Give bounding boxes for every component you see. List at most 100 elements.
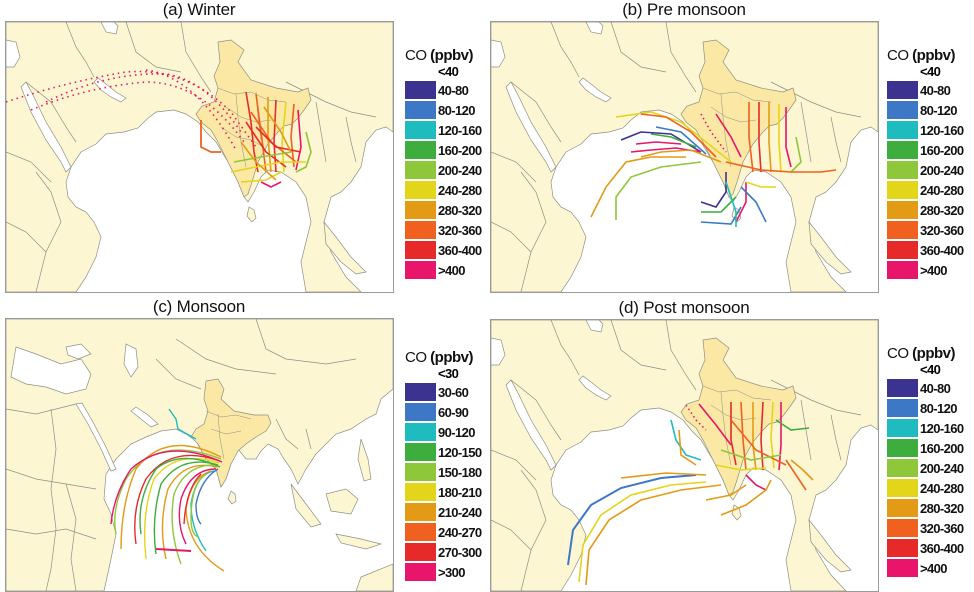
legend-swatch: [887, 101, 918, 119]
legend-item: 60-90: [405, 402, 495, 422]
legend-label: 40-80: [438, 82, 469, 98]
india-states: [205, 410, 252, 460]
legend-item: 320-360: [887, 518, 974, 538]
legend-swatch: [405, 383, 436, 401]
map-svg: [6, 22, 393, 292]
legend-item: 270-300: [405, 542, 495, 562]
legend-swatch: [887, 141, 918, 159]
legend-swatch: [405, 141, 436, 159]
legend-title-unit: (ppbv): [912, 47, 955, 64]
legend-lowest: <30: [438, 366, 459, 381]
legend-lowest: <40: [920, 362, 941, 377]
legend-label: 240-270: [438, 524, 482, 540]
legend-label: 30-60: [438, 384, 469, 400]
map-winter: [5, 21, 394, 293]
legend-lowest: <40: [438, 64, 459, 79]
legend-label: 240-280: [920, 480, 964, 496]
landmass: [6, 319, 393, 591]
landmass: [491, 22, 878, 292]
legend-item: 280-320: [405, 200, 495, 220]
legend-label: 200-240: [438, 162, 482, 178]
legend-swatch: [887, 181, 918, 199]
legend-label: 120-160: [920, 122, 964, 138]
india-region: [195, 39, 312, 198]
legend-swatch: [887, 121, 918, 139]
legend-lowest: <40: [920, 64, 941, 79]
landmass: [6, 22, 393, 292]
legend-swatch: [887, 439, 918, 457]
legend-label: 80-120: [438, 102, 475, 118]
legend-swatch: [405, 563, 436, 581]
legend-swatch: [887, 379, 918, 397]
legend-swatch: [405, 543, 436, 561]
legend-label: 240-280: [920, 182, 964, 198]
legend-monsoon: CO (ppbv) <30 30-60 60-90 90-120 120-150 150…: [405, 349, 495, 582]
legend-item: >300: [405, 562, 495, 582]
legend-item: 360-400: [887, 538, 974, 558]
legend-label: 200-240: [920, 162, 964, 178]
legend-rows: 40-80 80-120 120-160 160-200 200-240 240-280 2…: [887, 80, 974, 280]
legend-swatch: [887, 161, 918, 179]
legend-label: 280-320: [920, 202, 964, 218]
legend-swatch: [405, 423, 436, 441]
legend-swatch: [887, 241, 918, 259]
legend-label: 320-360: [920, 222, 964, 238]
legend-item: 120-160: [405, 120, 495, 140]
legend-swatch: [887, 559, 918, 577]
map-pre-monsoon: [490, 21, 879, 293]
legend-label: 120-160: [438, 122, 482, 138]
legend-label: 320-360: [920, 520, 964, 536]
legend-item: 240-280: [887, 180, 974, 200]
legend-swatch: [887, 81, 918, 99]
legend-swatch: [887, 519, 918, 537]
panel-title: (d) Post monsoon: [618, 298, 750, 317]
map-monsoon: [5, 318, 394, 592]
legend-label: >400: [920, 560, 947, 576]
legend-swatch: [887, 261, 918, 279]
legend-swatch: [405, 181, 436, 199]
panel-title: (c) Monsoon: [152, 297, 246, 316]
legend-item: 80-120: [405, 100, 495, 120]
legend-item: 180-210: [405, 482, 495, 502]
legend-item: 90-120: [405, 422, 495, 442]
legend-swatch: [887, 459, 918, 477]
legend-label: 40-80: [920, 380, 951, 396]
trajectories-monsoon: [110, 408, 225, 572]
legend-title-unit: (ppbv): [430, 47, 473, 64]
legend-item: 30-60: [405, 382, 495, 402]
legend-swatch: [887, 419, 918, 437]
legend-item: 280-320: [887, 498, 974, 518]
legend-item: 40-80: [405, 80, 495, 100]
legend-swatch: [405, 81, 436, 99]
legend-label: 280-320: [920, 500, 964, 516]
legend-label: 360-400: [920, 540, 964, 556]
legend-rows: 30-60 60-90 90-120 120-150 150-180 180-210 210…: [405, 382, 495, 582]
legend-label: 160-200: [920, 440, 964, 456]
legend-item: 40-80: [887, 378, 974, 398]
legend-post-monsoon: CO (ppbv) <40 40-80 80-120 120-160 160-200 2…: [887, 345, 974, 578]
legend-swatch: [405, 483, 436, 501]
panel-title: (b) Pre monsoon: [622, 0, 746, 19]
legend-title: CO (ppbv): [405, 349, 495, 366]
legend-item: 200-240: [887, 458, 974, 478]
legend-swatch: [405, 503, 436, 521]
legend-label: 200-240: [920, 460, 964, 476]
legend-swatch: [405, 201, 436, 219]
legend-label: 240-280: [438, 182, 482, 198]
legend-title-unit: (ppbv): [912, 345, 955, 362]
legend-label: 320-360: [438, 222, 482, 238]
legend-title-unit: (ppbv): [430, 349, 473, 366]
legend-swatch: [887, 399, 918, 417]
legend-item: 360-400: [405, 240, 495, 260]
legend-item: 80-120: [887, 398, 974, 418]
legend-item: 120-150: [405, 442, 495, 462]
legend-title-prefix: CO: [405, 349, 427, 366]
panel-title: (a) Winter: [162, 0, 236, 19]
legend-item: 120-160: [887, 120, 974, 140]
legend-title-prefix: CO: [405, 47, 427, 64]
india-region: [680, 39, 797, 198]
legend-item: 40-80: [887, 80, 974, 100]
legend-swatch: [887, 221, 918, 239]
legend-label: 120-150: [438, 444, 482, 460]
legend-title: CO (ppbv): [887, 47, 974, 64]
